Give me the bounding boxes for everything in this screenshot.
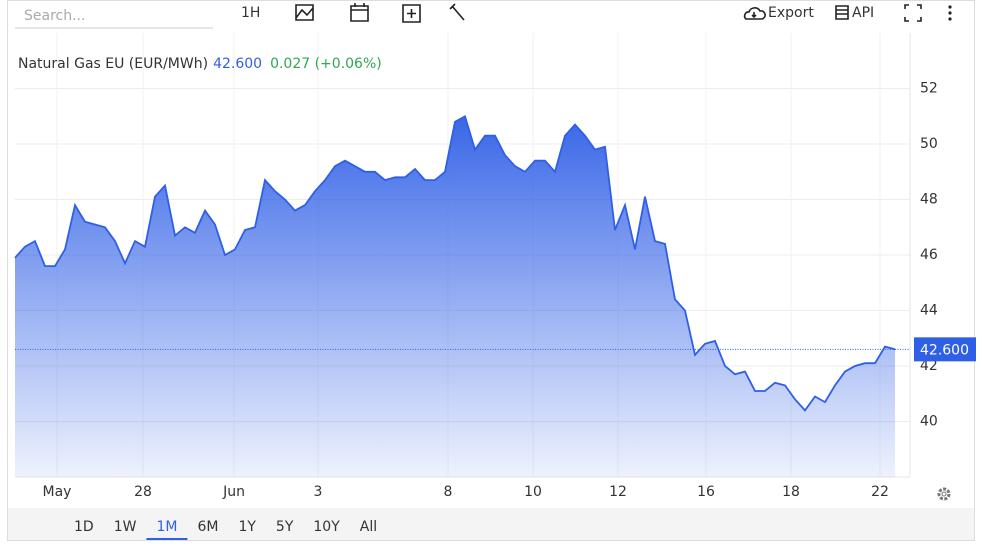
x-tick-label: May bbox=[43, 484, 72, 500]
y-tick-label: 42 bbox=[920, 358, 938, 374]
menu-icon[interactable] bbox=[948, 5, 952, 21]
last-price-tag bbox=[914, 337, 976, 362]
export-icon[interactable] bbox=[743, 7, 766, 20]
y-tick-label: 48 bbox=[920, 192, 938, 208]
chart-header: Natural Gas EU (EUR/MWh) 42.600 0.027 (+0.… bbox=[18, 56, 382, 72]
calendar-icon[interactable] bbox=[350, 3, 369, 22]
x-tick-label: 18 bbox=[782, 484, 800, 500]
range-button[interactable]: 1D bbox=[74, 519, 94, 535]
search-box[interactable]: Search... bbox=[24, 8, 85, 24]
add-indicator-icon[interactable] bbox=[402, 4, 421, 23]
range-button[interactable]: 10Y bbox=[313, 519, 340, 535]
y-tick-label: 50 bbox=[920, 136, 938, 152]
settings-icon[interactable] bbox=[937, 487, 951, 501]
last-price: 42.600 bbox=[213, 56, 262, 72]
export-button[interactable]: Export bbox=[768, 5, 814, 21]
x-tick-label: 3 bbox=[314, 484, 323, 500]
x-tick-label: 12 bbox=[609, 484, 627, 500]
price-line bbox=[14, 114, 896, 412]
x-tick-label: Jun bbox=[222, 484, 245, 500]
range-bar bbox=[8, 508, 974, 540]
area-fill bbox=[15, 116, 895, 478]
x-tick-label: 8 bbox=[444, 484, 453, 500]
price-change: 0.027 (+0.06%) bbox=[270, 56, 382, 72]
x-tick-label: 16 bbox=[697, 484, 715, 500]
y-tick-label: 52 bbox=[920, 81, 938, 97]
x-tick-label: 28 bbox=[134, 484, 152, 500]
api-icon[interactable] bbox=[835, 5, 849, 20]
interval-button[interactable]: 1H bbox=[241, 5, 260, 21]
y-tick-label: 46 bbox=[920, 247, 938, 263]
range-button[interactable]: 5Y bbox=[276, 519, 294, 535]
y-tick-label: 44 bbox=[920, 303, 938, 319]
chart-title: Natural Gas EU (EUR/MWh) bbox=[18, 56, 208, 72]
last-price-tag-label: 42.600 bbox=[920, 342, 969, 358]
range-button[interactable]: All bbox=[360, 519, 377, 535]
range-button[interactable]: 6M bbox=[197, 519, 218, 535]
fullscreen-icon[interactable] bbox=[904, 4, 922, 22]
range-button[interactable]: 1M bbox=[156, 519, 177, 535]
y-tick-label: 40 bbox=[920, 414, 938, 430]
x-tick-label: 10 bbox=[524, 484, 542, 500]
x-tick-label: 22 bbox=[871, 484, 889, 500]
range-button[interactable]: 1Y bbox=[238, 519, 256, 535]
tools-icon[interactable] bbox=[449, 3, 465, 21]
range-button[interactable]: 1W bbox=[114, 519, 137, 535]
chart-type-icon[interactable] bbox=[295, 4, 314, 21]
api-button[interactable]: API bbox=[852, 5, 874, 21]
